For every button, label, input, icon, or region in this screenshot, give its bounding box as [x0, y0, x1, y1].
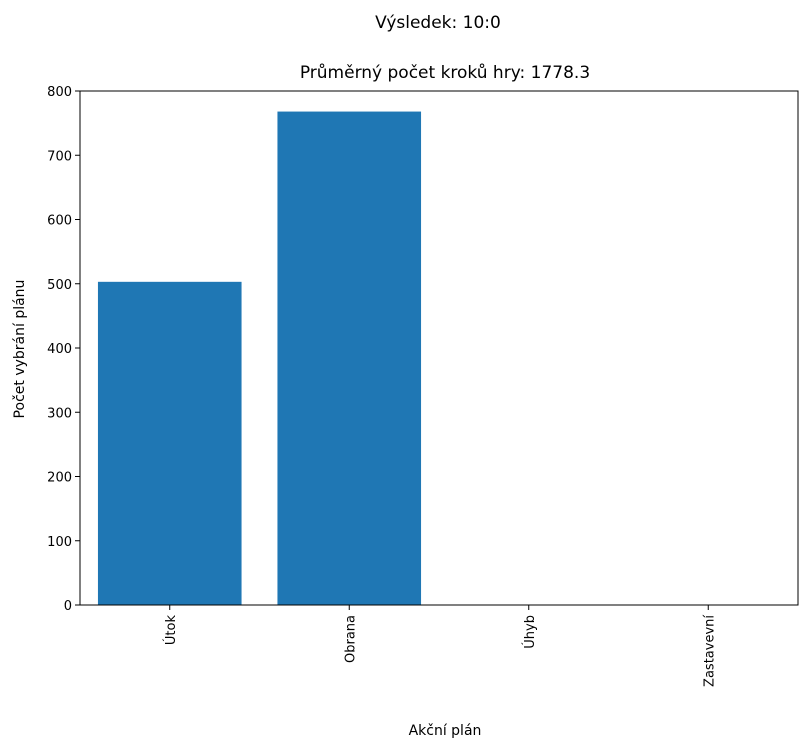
bar-1: [277, 111, 422, 605]
x-tick-label-3: Zastavevní: [702, 615, 717, 687]
axes-frame: [79, 90, 799, 606]
x-tick-label-1: Obrana: [343, 615, 358, 663]
y-tick-label-3: 300: [47, 406, 72, 421]
bars-group: [97, 111, 422, 605]
y-tick-label-6: 600: [47, 214, 72, 229]
y-axis-ticks: 0 100 200 300 400 500 600 700 800: [47, 85, 80, 614]
y-tick-label-0: 0: [64, 599, 72, 614]
chart-suptitle: Výsledek: 10:0: [375, 13, 501, 33]
x-axis-label: Akční plán: [409, 723, 482, 739]
x-tick-label-2: Úhyb: [522, 615, 538, 649]
x-axis-ticks: Útok Obrana Úhyb Zastavevní: [163, 605, 717, 687]
x-tick-label-0: Útok: [163, 615, 179, 646]
chart-title: Průměrný počet kroků hry: 1778.3: [300, 63, 590, 83]
y-tick-label-4: 400: [47, 342, 72, 357]
y-tick-label-8: 800: [47, 85, 72, 100]
y-tick-label-2: 200: [47, 471, 72, 486]
y-tick-label-1: 100: [47, 535, 72, 550]
y-tick-label-7: 700: [47, 149, 72, 164]
y-axis-label: Počet vybrání plánu: [12, 280, 28, 419]
bar-0: [97, 281, 242, 605]
y-tick-label-5: 500: [47, 278, 72, 293]
